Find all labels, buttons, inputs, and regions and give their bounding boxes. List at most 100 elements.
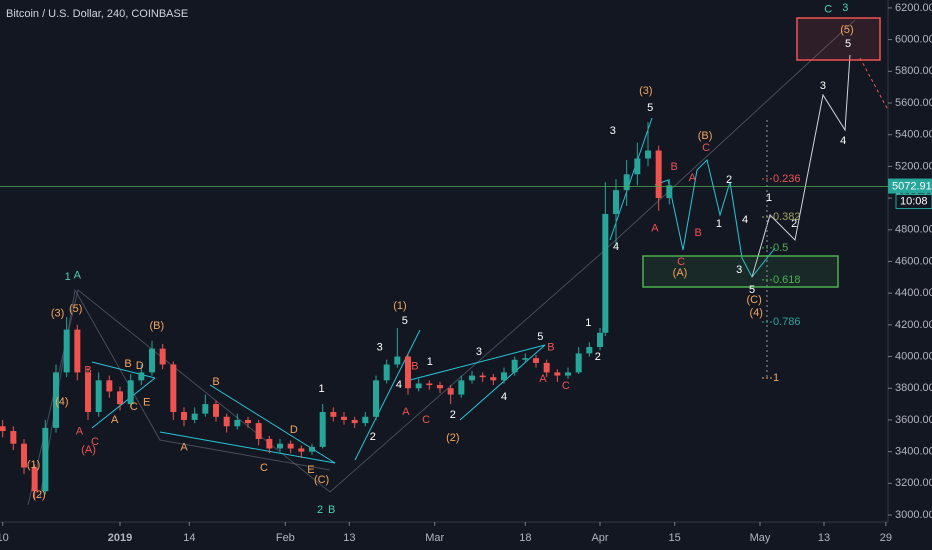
y-tick-label: 4600.00: [895, 255, 932, 267]
candle-body: [117, 391, 123, 405]
wave-label: C: [91, 436, 99, 448]
y-tick-label: 4400.00: [895, 287, 932, 299]
wave-label: B: [670, 161, 677, 173]
x-tick-label: 15: [669, 532, 681, 544]
candle-body: [362, 416, 369, 424]
candle-body: [655, 150, 662, 199]
wave-label: 3: [842, 2, 848, 14]
wave-label: A: [76, 426, 84, 438]
candle-body: [666, 185, 673, 199]
wave-label: C: [260, 462, 268, 474]
wave-label: 4: [742, 214, 748, 226]
y-tick-label: 3000.00: [895, 509, 932, 521]
candle-body: [159, 348, 166, 365]
wave-label: 4: [613, 241, 619, 253]
x-tick-label: Apr: [591, 532, 608, 544]
wave-label: A: [180, 442, 188, 454]
wave-label: 2: [726, 174, 732, 186]
wave-label: 3: [610, 125, 616, 137]
y-tick-label: 5800.00: [895, 65, 932, 77]
candle-body: [426, 383, 433, 386]
wave-label: D: [136, 360, 144, 372]
candle-body: [458, 380, 465, 395]
y-tick-label: 6200.00: [895, 2, 932, 14]
x-tick-label: 2019: [108, 532, 132, 544]
candle-body: [170, 364, 177, 413]
candle-body: [191, 413, 198, 420]
wave-label: (C): [314, 474, 329, 486]
candle-body: [602, 213, 609, 333]
candle-body: [533, 358, 539, 363]
projection-path: [859, 57, 889, 111]
candle-body: [202, 404, 209, 414]
wave-label: A: [402, 406, 410, 418]
wave-label: 5: [537, 331, 543, 343]
wave-label: 4: [840, 135, 846, 147]
timer-tag: [895, 194, 932, 210]
x-tick-label: 29: [880, 532, 892, 544]
trend-line: [409, 344, 546, 381]
wave-label: (1): [27, 459, 40, 471]
wave-label: 3: [476, 346, 482, 358]
candle-body: [53, 372, 59, 428]
wave-label: (A): [673, 267, 688, 279]
wave-label: A: [539, 373, 547, 385]
wave-label: B: [328, 504, 335, 516]
fib-label: 0.618: [773, 274, 801, 286]
fib-label: 0.5: [773, 242, 788, 254]
fib-label: 0.236: [773, 173, 801, 185]
wave-label: (2): [446, 432, 459, 444]
fib-label: 0.382: [773, 211, 801, 223]
wave-label: B: [212, 376, 219, 388]
candle-body: [554, 372, 561, 376]
wave-label: 2: [450, 409, 456, 421]
candle-body: [565, 372, 571, 376]
wave-label: 5: [647, 102, 653, 114]
candle-body: [0, 426, 6, 432]
last-price-tag: [888, 178, 932, 194]
x-tick-label: Mar: [425, 532, 444, 544]
candle-body: [181, 412, 187, 420]
trend-line: [159, 431, 336, 464]
y-tick-label: 5200.00: [895, 160, 932, 172]
wave-label: E: [143, 396, 150, 408]
wave-label: B: [124, 358, 131, 370]
wave-label: 2: [791, 218, 797, 230]
wave-label: C: [562, 380, 570, 392]
wave-label: (1): [393, 300, 406, 312]
candle-body: [245, 419, 251, 424]
candle-body: [74, 329, 81, 373]
trend-line: [91, 377, 156, 429]
x-tick-label: 18: [519, 532, 531, 544]
candle-body: [127, 380, 134, 405]
chart-title: Bitcoin / U.S. Dollar, 240, COINBASE: [6, 8, 188, 20]
candle-body: [501, 372, 507, 381]
wave-label: 5: [402, 315, 408, 327]
candle-body: [383, 364, 390, 381]
candle-body: [634, 158, 641, 175]
candle-body: [447, 388, 454, 395]
wave-label: (A): [81, 444, 96, 456]
wave-label: E: [307, 464, 314, 476]
x-tick-label: Feb: [276, 532, 295, 544]
wave-label: 1: [427, 356, 433, 368]
fib-label: 1: [773, 372, 779, 384]
wave-label: B: [547, 342, 554, 354]
wave-label: 1: [766, 192, 772, 204]
wave-label: B: [84, 365, 91, 377]
trend-line: [91, 361, 156, 379]
wave-label: 4: [501, 391, 507, 403]
candle-body: [277, 443, 283, 449]
drawings: [27, 17, 889, 506]
y-tick-label: 3600.00: [895, 414, 932, 426]
candle-body: [613, 190, 619, 214]
wave-label: (4): [750, 307, 763, 319]
wave-label: B: [694, 227, 701, 239]
candle-body: [479, 375, 486, 378]
wave-label: 1: [319, 383, 325, 395]
candle-body: [95, 380, 102, 413]
candle-body: [511, 359, 518, 373]
candle-body: [645, 150, 651, 159]
